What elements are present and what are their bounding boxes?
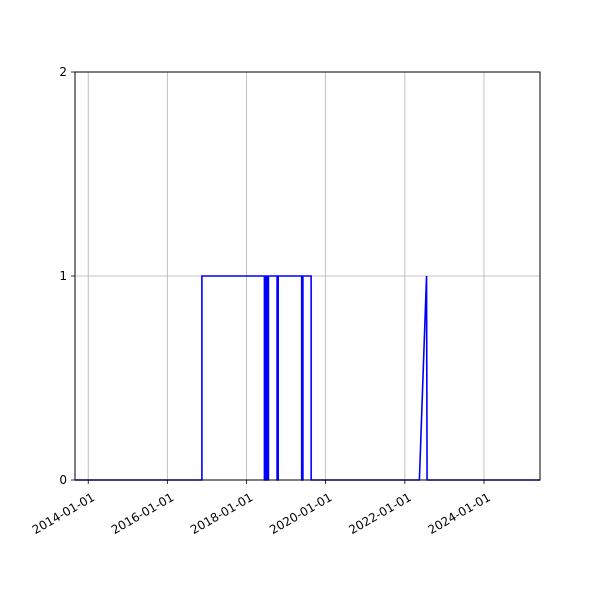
y-tick-label: 1 bbox=[59, 269, 67, 283]
y-tick-label: 0 bbox=[59, 473, 67, 487]
tick-layer bbox=[71, 71, 485, 484]
y-tick-label: 2 bbox=[59, 65, 67, 79]
